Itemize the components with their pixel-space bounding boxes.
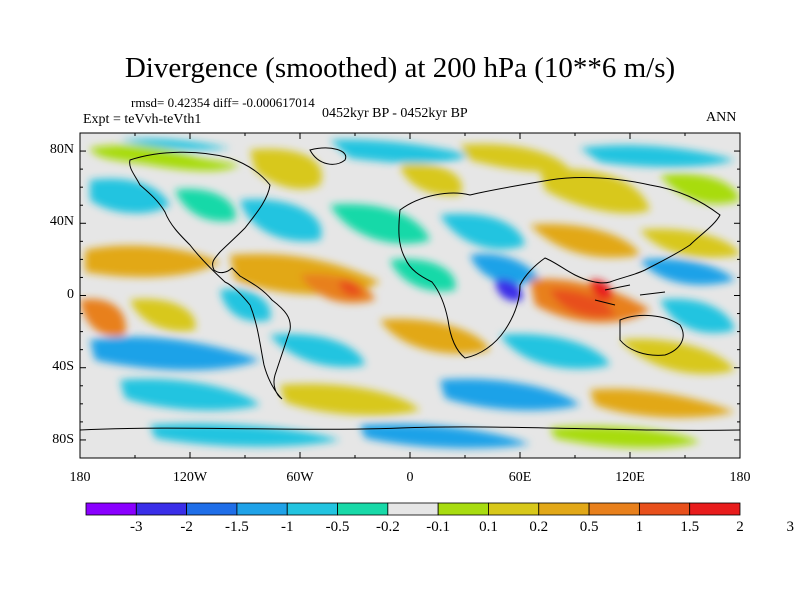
colorbar-label: 3	[786, 519, 795, 535]
lon-tick-180e: 180	[729, 470, 751, 485]
lat-tick-80n: 80N	[49, 142, 74, 157]
colorbar-label: -0.2	[375, 519, 400, 535]
coastlines	[80, 147, 740, 431]
colorbar-swatch	[437, 502, 489, 516]
lon-tick-0: 0	[406, 470, 414, 485]
colorbar-swatch	[337, 502, 389, 516]
colorbar-swatch	[85, 502, 137, 516]
colorbar-label: 2	[736, 519, 744, 535]
colorbar-label: -0.1	[426, 519, 451, 535]
experiment-label: Expt = teVvh-teVth1	[83, 112, 202, 127]
colorbar-label: -1	[280, 519, 294, 535]
colorbar-label: -1.5	[225, 519, 249, 535]
colorbar-swatch	[186, 502, 238, 516]
lon-tick-120e: 120E	[615, 470, 645, 485]
colorbar-swatch	[538, 502, 590, 516]
colorbar-swatch	[588, 502, 640, 516]
tick-marks	[79, 132, 741, 459]
period-label: 0452kyr BP - 0452kyr BP	[322, 106, 468, 121]
lat-tick-40s: 40S	[52, 359, 74, 374]
colorbar-swatch	[689, 502, 741, 516]
colorbar-swatch	[488, 502, 540, 516]
season-label: ANN	[706, 110, 737, 125]
colorbar	[85, 502, 741, 516]
contour-fill-layer	[80, 133, 740, 458]
colorbar-swatch	[286, 502, 338, 516]
lat-tick-40n: 40N	[49, 214, 74, 229]
colorbar-label: 0.2	[529, 519, 549, 535]
colorbar-label: 0.1	[479, 519, 498, 535]
lat-tick-80s: 80S	[52, 432, 74, 447]
stats-line: rmsd= 0.42354 diff= -0.000617014	[131, 95, 315, 110]
colorbar-label: -2	[180, 519, 193, 535]
colorbar-swatch	[135, 502, 188, 516]
colorbar-label: -0.5	[325, 519, 350, 535]
colorbar-label: 0.5	[579, 519, 599, 535]
colorbar-swatch	[387, 502, 439, 516]
lon-tick-60w: 60W	[286, 470, 314, 485]
lon-tick-180w: 180	[69, 470, 91, 485]
colorbar-swatch	[236, 502, 288, 516]
colorbar-swatch	[638, 502, 691, 516]
lon-tick-60e: 60E	[508, 470, 532, 485]
plot-title: Divergence (smoothed) at 200 hPa (10**6 …	[124, 52, 676, 84]
colorbar-label: 1	[635, 519, 644, 535]
lat-tick-0: 0	[67, 287, 74, 302]
colorbar-label: -3	[130, 519, 143, 535]
lon-tick-120w: 120W	[172, 470, 208, 485]
colorbar-label: 1.5	[680, 519, 700, 535]
